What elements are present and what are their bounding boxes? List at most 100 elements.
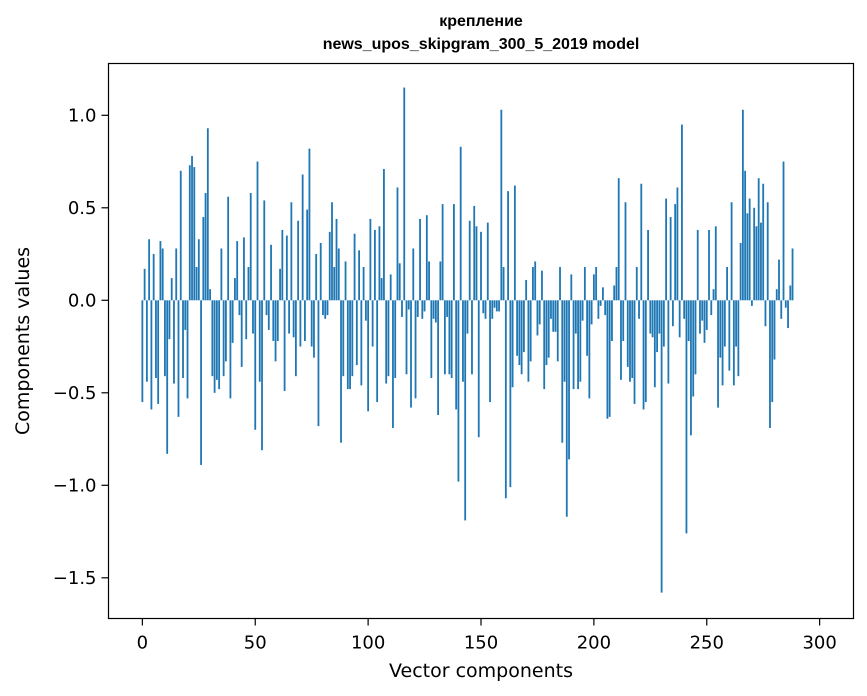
bar (202, 217, 205, 301)
bar (606, 300, 609, 419)
bar (529, 300, 532, 362)
bar (662, 300, 665, 347)
bar (660, 300, 663, 593)
bar (789, 285, 792, 301)
bar (597, 300, 600, 319)
bar (477, 300, 480, 438)
bar (692, 300, 695, 397)
bar (541, 270, 543, 301)
bar (741, 109, 744, 301)
bar (602, 287, 604, 301)
bar (726, 267, 728, 301)
bar (649, 300, 652, 334)
bar (518, 300, 521, 366)
bar (224, 300, 227, 362)
bar (784, 300, 787, 308)
bar (681, 124, 683, 301)
bar (292, 300, 295, 338)
bar (168, 300, 171, 340)
bar (753, 207, 756, 301)
bar (468, 220, 471, 301)
bar (782, 161, 785, 301)
bar (209, 289, 211, 301)
bar (285, 235, 288, 301)
bar (615, 267, 618, 301)
bar (331, 202, 333, 301)
bar (498, 300, 500, 312)
bar (157, 300, 160, 404)
bar (735, 300, 738, 347)
bar (234, 278, 236, 301)
bar (464, 300, 467, 521)
bar (699, 300, 701, 334)
bar (466, 300, 469, 334)
bar (624, 202, 627, 301)
bar (473, 205, 476, 301)
bar (150, 300, 153, 410)
x-tick-label: 150 (464, 633, 498, 654)
bar (362, 267, 365, 301)
bar (240, 300, 243, 367)
bar (559, 267, 561, 301)
bar (206, 128, 209, 301)
bar (665, 198, 668, 301)
bar (590, 300, 593, 325)
bar (200, 300, 202, 465)
bar (536, 300, 539, 336)
bar (719, 300, 722, 358)
bar (425, 215, 428, 301)
bar (394, 300, 397, 378)
bar (161, 248, 164, 301)
bar (252, 300, 254, 334)
bar (378, 226, 381, 301)
bar (247, 267, 250, 301)
bar (538, 300, 541, 325)
bar (471, 300, 473, 375)
bar (760, 222, 762, 301)
bar (335, 218, 338, 301)
bar (500, 109, 503, 301)
bar (324, 300, 327, 319)
bar (231, 300, 234, 343)
bar (333, 267, 336, 301)
bar (737, 300, 740, 377)
bar (620, 300, 622, 380)
bar (556, 300, 559, 362)
bar (532, 267, 534, 301)
bar (550, 300, 552, 319)
bar (475, 226, 478, 301)
bar (769, 300, 771, 428)
bar (775, 289, 778, 301)
bar (572, 300, 575, 390)
x-axis-label: Vector components (389, 660, 573, 682)
bar (565, 300, 568, 517)
bar (453, 204, 455, 301)
bar (599, 300, 602, 306)
bar (308, 148, 311, 301)
bar (328, 231, 331, 301)
bar (730, 202, 733, 301)
bar (791, 248, 794, 301)
bar (710, 300, 713, 316)
y-tick-label: −1.5 (53, 568, 97, 589)
bar (687, 300, 690, 341)
bar (448, 300, 451, 375)
bar (263, 200, 266, 301)
x-tick-label: 50 (244, 633, 267, 654)
bar (407, 300, 410, 310)
bar (640, 183, 643, 301)
bar (297, 220, 300, 301)
bar (511, 300, 514, 388)
bar (642, 300, 645, 410)
bar (592, 274, 595, 301)
bar (513, 185, 516, 301)
bar (604, 300, 607, 316)
bar (245, 300, 248, 340)
bar (656, 300, 658, 353)
bar (703, 300, 706, 343)
bar (787, 300, 789, 329)
bar (495, 300, 498, 312)
x-tick-label: 0 (137, 633, 148, 654)
bar (635, 267, 638, 301)
